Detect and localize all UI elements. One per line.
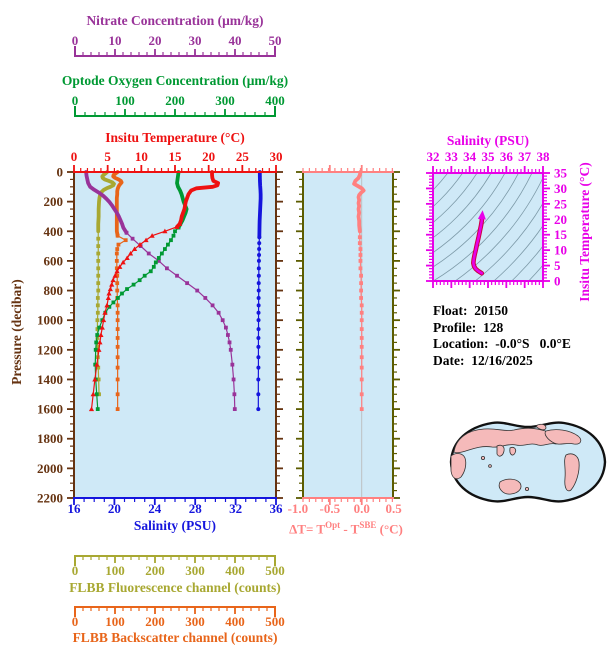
svg-text:2200: 2200 <box>37 491 63 506</box>
svg-text:20: 20 <box>149 33 162 48</box>
svg-text:36: 36 <box>500 149 514 164</box>
svg-text:100: 100 <box>105 563 125 578</box>
svg-text:1000: 1000 <box>37 313 63 328</box>
svg-text:1400: 1400 <box>37 372 63 387</box>
svg-text:20: 20 <box>202 149 215 164</box>
svg-text:0: 0 <box>57 165 64 180</box>
svg-text:500: 500 <box>265 563 285 578</box>
svg-text:5: 5 <box>104 149 111 164</box>
fluorescence-axis-title: FLBB Fluorescence channel (counts) <box>69 580 281 595</box>
svg-text:1800: 1800 <box>37 431 63 446</box>
svg-text:34: 34 <box>463 149 477 164</box>
svg-text:300: 300 <box>185 563 205 578</box>
svg-text:20: 20 <box>554 212 567 227</box>
svg-text:36: 36 <box>270 501 284 516</box>
svg-text:40: 40 <box>229 33 242 48</box>
svg-text:10: 10 <box>135 149 148 164</box>
float-info-block: Float: 20150 Profile: 128 Location: -0.0… <box>433 303 571 369</box>
svg-text:0: 0 <box>72 33 79 48</box>
svg-text:37: 37 <box>518 149 532 164</box>
date-line: Date: 12/16/2025 <box>433 352 533 368</box>
svg-text:400: 400 <box>225 614 245 629</box>
svg-text:33: 33 <box>445 149 459 164</box>
svg-text:100: 100 <box>105 614 125 629</box>
svg-text:5: 5 <box>554 258 561 273</box>
svg-text:25: 25 <box>236 149 250 164</box>
svg-text:24: 24 <box>148 501 162 516</box>
svg-text:28: 28 <box>189 501 203 516</box>
svg-text:30: 30 <box>554 181 567 196</box>
oxygen-axis-title: Optode Oxygen Concentration (μm/kg) <box>61 73 289 88</box>
svg-text:300: 300 <box>215 93 235 108</box>
svg-text:2000: 2000 <box>37 461 63 476</box>
svg-text:0: 0 <box>72 563 79 578</box>
profile-line: Profile: 128 <box>433 319 504 335</box>
location-line: Location: -0.0°S 0.0°E <box>433 336 571 351</box>
svg-text:400: 400 <box>225 563 245 578</box>
svg-text:300: 300 <box>185 614 205 629</box>
ts-right-axis-title: Insitu Temperature (°C) <box>577 162 592 302</box>
svg-text:-1.0: -1.0 <box>288 501 309 516</box>
svg-text:0.5: 0.5 <box>386 501 403 516</box>
salinity-axis-title: Salinity (PSU) <box>133 518 217 533</box>
svg-text:10: 10 <box>109 33 122 48</box>
delta-t-panel: -1.0 -0.5 0.0 0.5 <box>288 165 403 516</box>
svg-text:1200: 1200 <box>37 342 63 357</box>
svg-text:0: 0 <box>554 274 561 289</box>
svg-text:0: 0 <box>72 614 79 629</box>
svg-text:20: 20 <box>108 501 121 516</box>
svg-text:50: 50 <box>269 33 282 48</box>
svg-text:10: 10 <box>554 243 567 258</box>
nitrate-axis-title: Nitrate Concentration (μm/kg) <box>86 13 264 28</box>
svg-text:16: 16 <box>68 501 82 516</box>
main-profile-panel: 0200400600800100012001400160018002000220… <box>37 33 285 629</box>
svg-text:15: 15 <box>554 227 568 242</box>
svg-text:200: 200 <box>145 563 165 578</box>
svg-text:0: 0 <box>72 93 79 108</box>
svg-text:30: 30 <box>189 33 202 48</box>
svg-text:1600: 1600 <box>37 402 63 417</box>
svg-text:400: 400 <box>44 224 64 239</box>
backscatter-axis-title: FLBB Backscatter channel (counts) <box>72 630 278 645</box>
svg-text:400: 400 <box>265 93 285 108</box>
svg-text:800: 800 <box>44 283 64 298</box>
svg-text:35: 35 <box>554 166 568 181</box>
svg-text:0: 0 <box>71 149 78 164</box>
svg-text:0.0: 0.0 <box>354 501 370 516</box>
delta-t-axis-title: ΔT= TOpt - TSBE (°C) <box>289 520 403 537</box>
svg-text:15: 15 <box>169 149 183 164</box>
svg-text:38: 38 <box>537 149 551 164</box>
svg-text:600: 600 <box>44 253 64 268</box>
svg-text:200: 200 <box>44 194 64 209</box>
svg-text:32: 32 <box>229 501 242 516</box>
svg-text:200: 200 <box>145 614 165 629</box>
svg-text:100: 100 <box>115 93 135 108</box>
svg-text:30: 30 <box>270 149 283 164</box>
pressure-axis-title: Pressure (decibar) <box>9 279 24 385</box>
ts-panel-title: Salinity (PSU) <box>446 133 530 148</box>
svg-text:500: 500 <box>265 614 285 629</box>
svg-text:25: 25 <box>554 196 568 211</box>
svg-text:200: 200 <box>165 93 185 108</box>
svg-text:32: 32 <box>427 149 440 164</box>
svg-text:-0.5: -0.5 <box>320 501 341 516</box>
float-id-line: Float: 20150 <box>433 303 508 318</box>
temperature-axis-title: Insitu Temperature (°C) <box>105 130 245 145</box>
svg-text:35: 35 <box>482 149 496 164</box>
